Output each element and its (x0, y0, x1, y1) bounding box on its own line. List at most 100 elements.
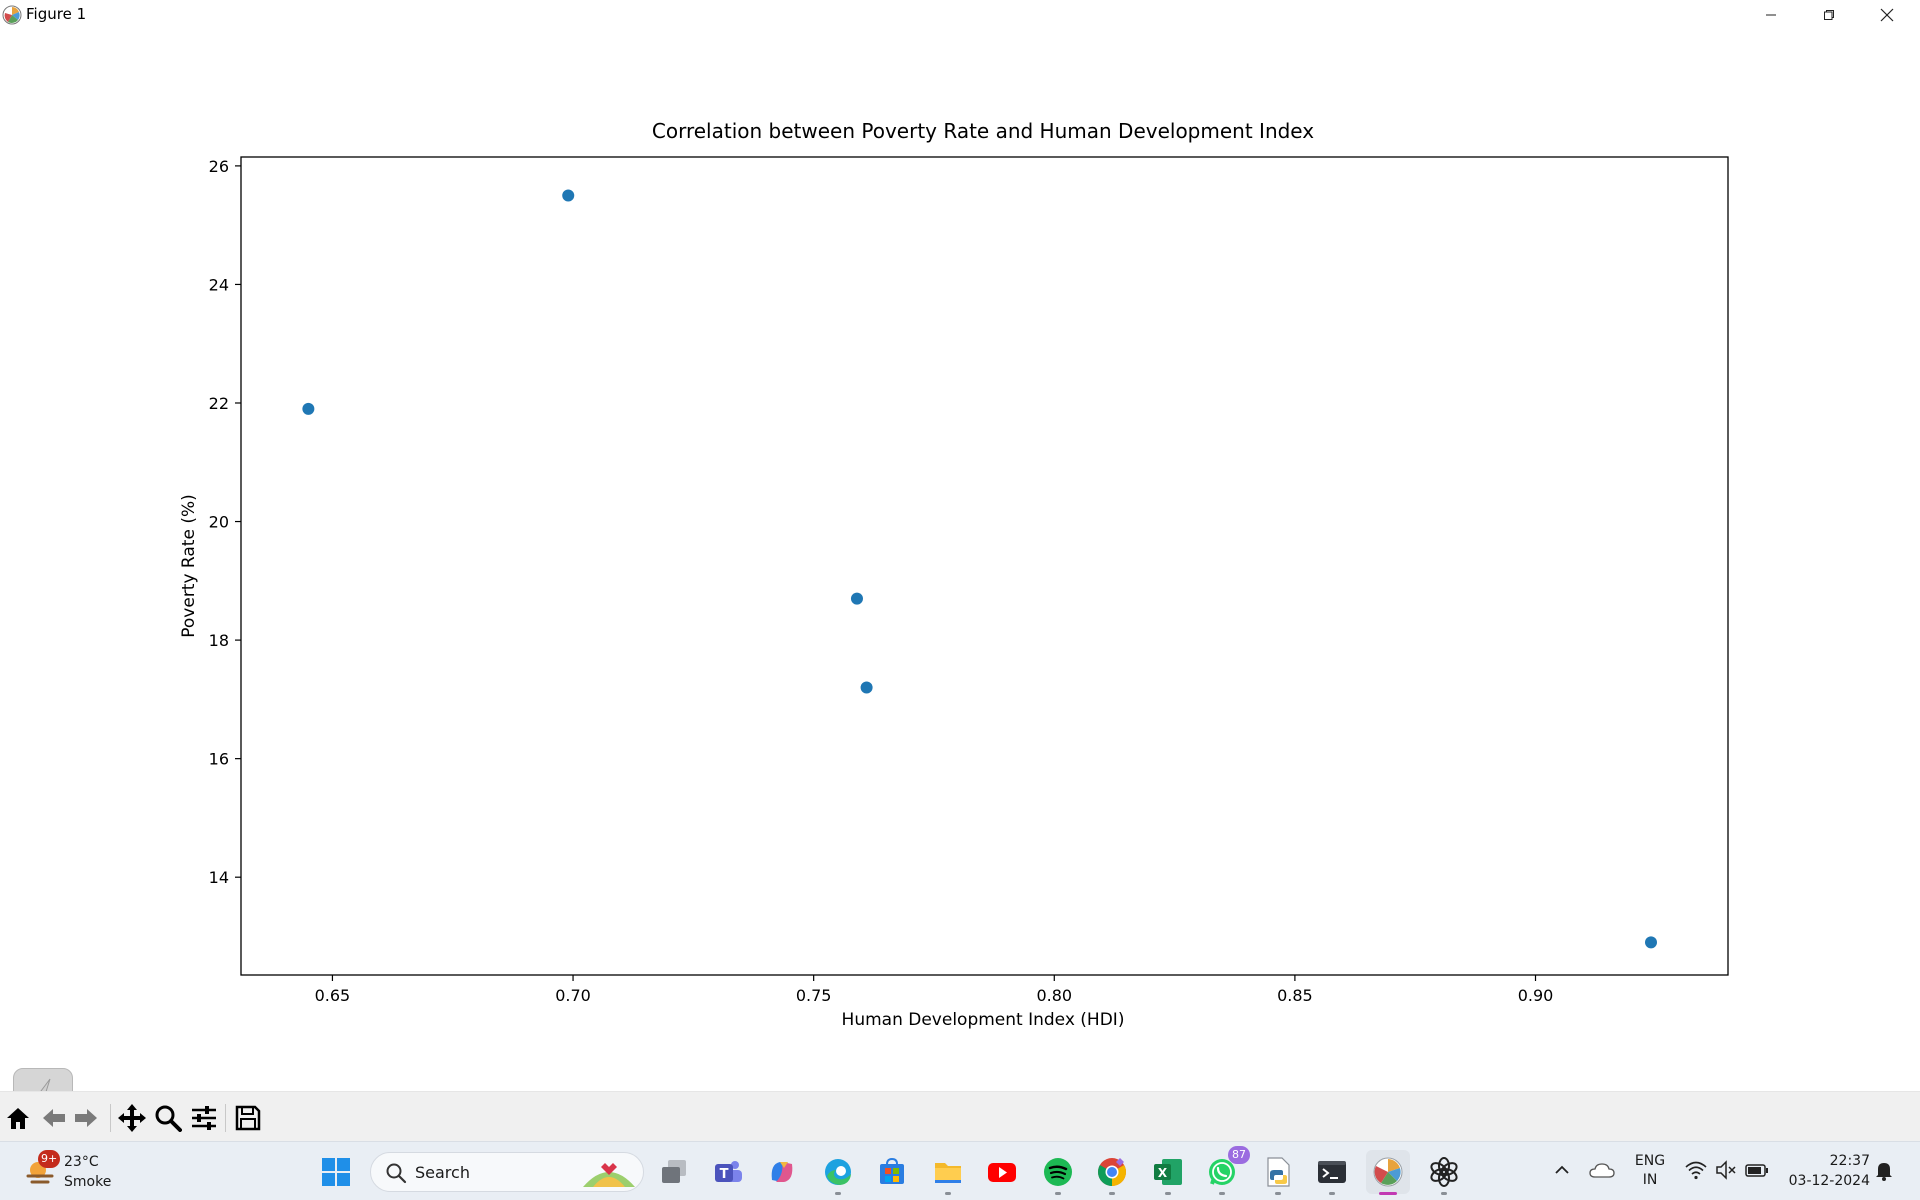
matplotlib-logo-icon (2, 5, 22, 25)
figure-canvas[interactable]: Correlation between Poverty Rate and Hum… (0, 29, 1920, 1091)
running-indicator (1275, 1192, 1281, 1195)
language-region: IN (1642, 1172, 1658, 1188)
home-button[interactable] (2, 1102, 34, 1134)
matplotlib-logo-icon (1373, 1157, 1403, 1187)
y-tick-label: 20 (209, 513, 229, 532)
onedrive-cloud-icon[interactable] (1588, 1158, 1616, 1182)
excel-icon: X (1154, 1159, 1182, 1185)
y-axis: 14 16 18 20 22 24 26 (209, 157, 241, 887)
taskbar-whatsapp[interactable]: 87 (1200, 1146, 1250, 1195)
save-button[interactable] (232, 1102, 264, 1134)
x-axis: 0.65 0.70 0.75 0.80 0.85 0.90 (315, 975, 1554, 1005)
scatter-point (850, 592, 863, 605)
wifi-icon[interactable] (1684, 1158, 1708, 1182)
youtube-icon (988, 1163, 1016, 1182)
running-indicator (945, 1192, 951, 1195)
battery-icon[interactable] (1744, 1158, 1770, 1182)
taskbar-terminal[interactable] (1310, 1150, 1354, 1195)
zoom-magnifier-icon (155, 1105, 182, 1132)
x-tick-label: 0.90 (1518, 986, 1554, 1005)
navigation-toolbar (0, 1091, 1920, 1141)
chart-title: Correlation between Poverty Rate and Hum… (652, 119, 1314, 143)
close-button[interactable] (1858, 0, 1916, 29)
restore-button[interactable] (1800, 0, 1858, 29)
minimize-button[interactable] (1742, 0, 1800, 29)
running-indicator (1055, 1192, 1061, 1195)
edge-icon (825, 1159, 851, 1185)
scatter-point (562, 189, 575, 202)
taskbar-python-file[interactable] (1256, 1150, 1300, 1195)
save-icon (235, 1105, 261, 1131)
taskbar-copilot[interactable] (760, 1150, 804, 1194)
pan-icon (118, 1104, 146, 1132)
running-indicator (1441, 1192, 1447, 1195)
weather-badge: 9+ (38, 1150, 61, 1168)
pan-button[interactable] (116, 1102, 148, 1134)
x-tick-label: 0.65 (315, 986, 351, 1005)
close-icon (1880, 8, 1894, 21)
volume-muted-icon[interactable] (1714, 1158, 1738, 1182)
language-indicator[interactable]: ENG IN (1630, 1152, 1670, 1190)
search-icon (386, 1163, 407, 1184)
forward-button[interactable] (70, 1102, 102, 1134)
notification-bell-icon[interactable] (1872, 1158, 1896, 1182)
taskbar-matplotlib[interactable] (1366, 1150, 1410, 1195)
taskbar-store[interactable] (870, 1150, 914, 1194)
taskbar-excel[interactable]: X (1146, 1150, 1190, 1195)
scatter-point (1645, 936, 1658, 949)
chatgpt-icon (1430, 1157, 1458, 1187)
x-axis-label: Human Development Index (HDI) (842, 1010, 1125, 1030)
back-button[interactable] (38, 1102, 70, 1134)
y-tick-label: 14 (209, 868, 229, 887)
active-indicator (1379, 1192, 1397, 1195)
y-tick-label: 26 (209, 157, 229, 176)
configure-subplots-button[interactable] (188, 1102, 220, 1134)
store-icon (880, 1157, 904, 1184)
taskbar-edge[interactable] (816, 1150, 860, 1195)
spotify-icon (1044, 1158, 1072, 1186)
running-indicator (1109, 1192, 1115, 1195)
show-hidden-icons-chevron-icon[interactable] (1550, 1158, 1574, 1182)
taskbar-youtube[interactable] (980, 1150, 1024, 1194)
task-view-icon (662, 1160, 686, 1183)
y-tick-label: 22 (209, 394, 229, 413)
start-button[interactable] (314, 1150, 358, 1194)
whatsapp-badge: 87 (1228, 1146, 1250, 1164)
taskbar-spotify[interactable] (1036, 1150, 1080, 1195)
weather-condition: Smoke (64, 1174, 112, 1190)
taskbar-teams[interactable]: T (706, 1150, 750, 1194)
clock-date: 03-12-2024 (1788, 1173, 1870, 1189)
taskbar-chatgpt[interactable] (1422, 1150, 1466, 1195)
weather-widget[interactable]: 9+ 23°C Smoke (20, 1150, 130, 1194)
taskbar-chrome[interactable] (1090, 1150, 1134, 1195)
terminal-icon (1318, 1161, 1346, 1183)
y-tick-label: 18 (209, 631, 229, 650)
svg-text:T: T (720, 1167, 729, 1182)
forward-arrow-icon (75, 1109, 97, 1127)
teams-icon: T (715, 1161, 742, 1182)
y-tick-label: 16 (209, 750, 229, 769)
taskbar-search-box[interactable]: Search (370, 1152, 644, 1192)
x-tick-label: 0.75 (796, 986, 832, 1005)
running-indicator (835, 1192, 841, 1195)
taskbar-file-explorer[interactable] (926, 1150, 970, 1195)
language-code: ENG (1634, 1153, 1666, 1169)
copilot-icon (771, 1162, 793, 1182)
search-label: Search (415, 1163, 470, 1182)
weather-temperature: 23°C (64, 1154, 99, 1170)
taskbar-task-view[interactable] (652, 1150, 696, 1194)
minimize-icon (1766, 14, 1776, 15)
home-icon (7, 1108, 29, 1129)
taskbar: 9+ 23°C Smoke Search T (0, 1141, 1920, 1200)
x-tick-label: 0.80 (1036, 986, 1072, 1005)
system-clock[interactable]: 22:37 03-12-2024 (1780, 1151, 1870, 1191)
folder-icon (935, 1163, 961, 1183)
scatter-point (860, 681, 873, 694)
zoom-button[interactable] (152, 1102, 184, 1134)
scatter-point (302, 402, 315, 415)
window-title: Figure 1 (26, 5, 87, 23)
scatter-points (302, 189, 1658, 949)
scatter-chart: Correlation between Poverty Rate and Hum… (179, 119, 1729, 1030)
python-file-icon (1267, 1157, 1290, 1187)
restore-icon (1824, 9, 1834, 20)
